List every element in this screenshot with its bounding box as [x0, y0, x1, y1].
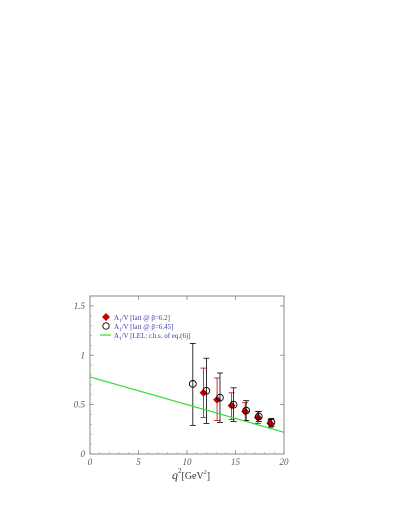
legend-marker-circle	[102, 322, 110, 330]
legend-entry-3: A1/V [LEL: r.h.s. of eq.(6)]	[114, 332, 191, 342]
legend-entry-1: A1/V [latt @ β=6.2]	[114, 314, 170, 324]
legend: A1/V [latt @ β=6.2] A1/V [latt @ β=6.45]…	[100, 313, 191, 342]
tick-labels: 0 5 10 15 20 0 0.5 1 1.5	[74, 301, 289, 467]
x-axis-title-unit-sup: 2	[204, 470, 207, 476]
series-1-point-6	[267, 418, 276, 427]
x-tick-label-0: 0	[88, 457, 93, 467]
x-axis-title-unit-open: [GeV	[182, 471, 205, 482]
series-1-point-5	[254, 412, 263, 421]
legend-entry-3-pre: A	[114, 332, 119, 340]
legend-marker-diamond	[102, 313, 110, 321]
x-tick-label-4: 20	[280, 457, 290, 467]
series-1-point-0	[188, 380, 197, 388]
x-axis-title-sup: 2	[178, 467, 182, 475]
series-2-line	[89, 376, 285, 433]
x-tick-label-3: 15	[231, 457, 241, 467]
series-1-point-2	[216, 393, 224, 402]
ticks	[89, 296, 285, 455]
series-1-point-1	[202, 386, 211, 395]
legend-entry-3-post: /V [LEL: r.h.s. of eq.(6)]	[122, 332, 191, 340]
legend-entry-2-post: /V [latt @ β=6.45]	[122, 323, 174, 331]
legend-entry-2-pre: A	[114, 323, 119, 331]
legend-entry-1-post: /V [latt @ β=6.2]	[122, 314, 170, 322]
y-tick-label-2: 1	[81, 350, 86, 360]
x-axis-title-main: q	[172, 468, 178, 482]
series-1-point-3	[229, 400, 238, 409]
series-0-point-3	[241, 407, 250, 416]
legend-entry-3-sub: 1	[119, 337, 122, 342]
x-axis-title-unit-close: ]	[207, 471, 210, 482]
x-tick-label-1: 5	[136, 457, 141, 467]
plot-area	[89, 342, 285, 433]
y-tick-label-1: 0.5	[74, 400, 86, 410]
legend-entry-2: A1/V [latt @ β=6.45]	[114, 323, 174, 333]
series-1-point-4	[242, 406, 251, 415]
series-0-point-2	[227, 401, 236, 410]
series-0-point-4	[253, 413, 262, 422]
legend-entry-2-sub: 1	[119, 328, 122, 333]
legend-entry-1-pre: A	[114, 314, 119, 322]
x-axis-title: q2[GeV2]	[172, 467, 210, 482]
legend-entry-1-sub: 1	[119, 319, 122, 324]
y-tick-label-0: 0	[81, 449, 86, 459]
x-tick-label-2: 10	[183, 457, 193, 467]
y-tick-label-3: 1.5	[74, 301, 86, 311]
